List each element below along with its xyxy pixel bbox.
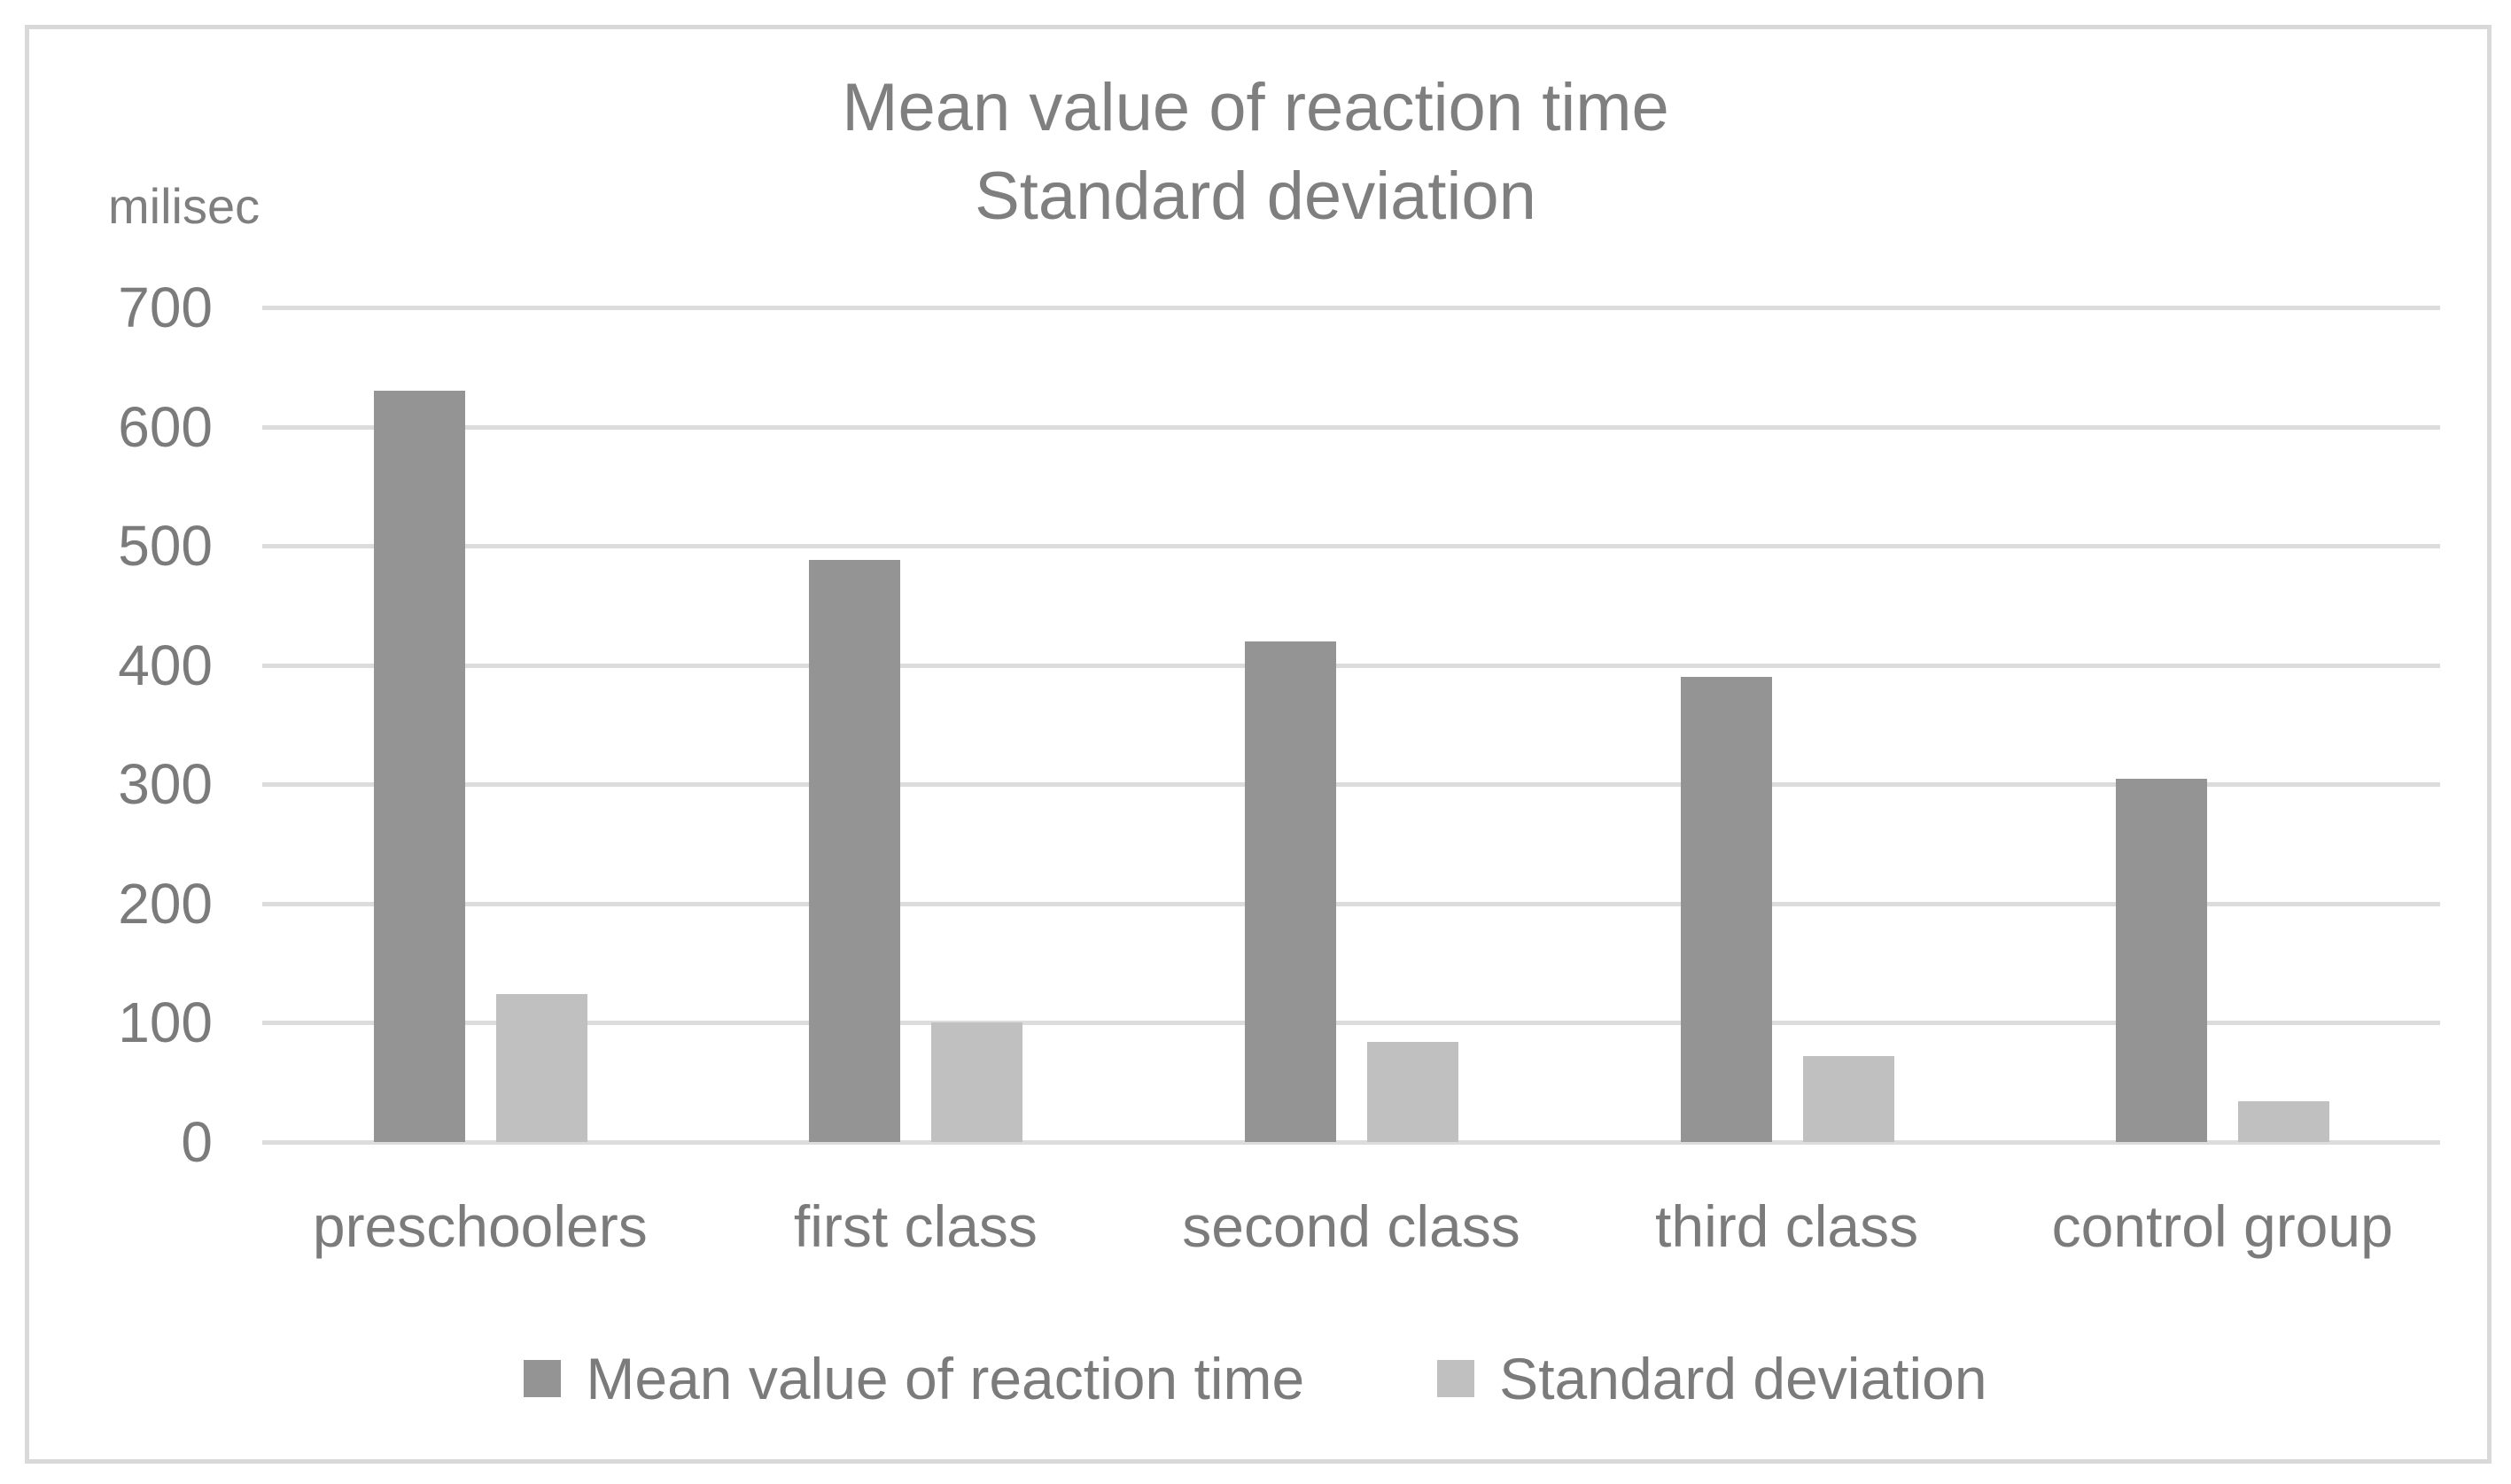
- legend: Mean value of reaction time Standard devi…: [0, 1345, 2511, 1412]
- y-tick-label-700: 700: [118, 276, 213, 339]
- legend-label: Mean value of reaction time: [586, 1346, 1305, 1411]
- bar-sd-control-group: [2238, 1101, 2330, 1142]
- legend-swatch-icon: [1437, 1360, 1475, 1397]
- bar-sd-first-class: [931, 1022, 1023, 1142]
- gridline-200: [262, 901, 2440, 906]
- legend-swatch-icon: [524, 1360, 562, 1397]
- bar-mean-preschoolers: [373, 391, 465, 1142]
- bar-mean-first-class: [809, 560, 901, 1142]
- bar-sd-third-class: [1802, 1056, 1894, 1142]
- bar-sd-second-class: [1367, 1041, 1458, 1142]
- legend-item-mean: Mean value of reaction time: [524, 1345, 1304, 1412]
- y-tick-label-200: 200: [118, 871, 213, 936]
- x-category-label-first-class: first class: [793, 1193, 1038, 1259]
- y-tick-label-100: 100: [118, 991, 213, 1055]
- gridline-500: [262, 544, 2440, 549]
- gridline-0: [262, 1140, 2440, 1145]
- x-category-label-preschoolers: preschoolers: [312, 1193, 648, 1259]
- x-category-label-control-group: control group: [2051, 1193, 2393, 1259]
- gridline-300: [262, 782, 2440, 788]
- chart-title: Mean value of reaction time Standard dev…: [0, 64, 2511, 241]
- gridline-600: [262, 424, 2440, 430]
- x-category-label-second-class: second class: [1182, 1193, 1520, 1259]
- gridline-400: [262, 663, 2440, 668]
- gridline-700: [262, 306, 2440, 310]
- y-tick-label-0: 0: [181, 1110, 213, 1174]
- legend-label: Standard deviation: [1499, 1346, 1987, 1411]
- y-tick-label-300: 300: [118, 752, 213, 817]
- bar-mean-second-class: [1245, 641, 1336, 1142]
- y-tick-label-500: 500: [118, 514, 213, 579]
- y-tick-label-400: 400: [118, 633, 213, 697]
- bar-mean-control-group: [2116, 778, 2208, 1142]
- bar-mean-third-class: [1680, 677, 1772, 1142]
- bar-sd-preschoolers: [495, 994, 587, 1142]
- y-axis-unit-label: milisec: [108, 178, 260, 234]
- x-category-label-third-class: third class: [1655, 1193, 1919, 1259]
- legend-item-sd: Standard deviation: [1437, 1345, 1987, 1412]
- y-tick-label-600: 600: [118, 394, 213, 459]
- gridline-100: [262, 1021, 2440, 1026]
- chart-title-line-2: Standard deviation: [975, 159, 1536, 234]
- chart-title-line-1: Mean value of reaction time: [842, 70, 1669, 145]
- plot-area: [262, 306, 2440, 1145]
